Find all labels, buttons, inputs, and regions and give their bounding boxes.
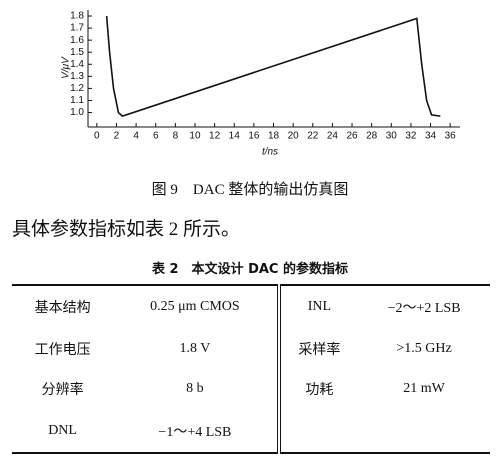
table-cell: 基本结构: [34, 301, 91, 316]
chart: t/ns V/μV 1.01.11.21.31.41.51.61.71.80 2 4…: [61, 10, 460, 158]
parameter-table: 基本结构 0.25 μm CMOS INL −2～+2 LSB 工作电压 1.8 V 采样率…: [12, 284, 490, 454]
empty-cell: [279, 410, 490, 453]
x-tick-label: 30: [386, 131, 398, 142]
table-row: DNL −1～+4 LSB: [12, 409, 490, 453]
table-cell: INL: [307, 299, 332, 314]
line: [105, 15, 441, 118]
x-tick-label: 4: [133, 131, 139, 142]
x-tick-label: 10: [189, 131, 201, 142]
y-tick-label: 1.2: [70, 83, 84, 94]
y-axis-label: V/μV: [61, 56, 72, 79]
table-row: 分辨率 8 b 功耗 21 mW: [12, 368, 490, 410]
table-title: 表 2 本文设计 DAC 的参数指标: [151, 262, 349, 277]
x-tick-label: 2: [114, 131, 120, 142]
table-cell: 功耗: [305, 383, 334, 399]
table-cell: 8 b: [113, 368, 281, 410]
x-tick-label: 34: [425, 131, 437, 142]
table-row: 工作电压 1.8 V 采样率 >1.5 GHz: [12, 328, 490, 369]
y-tick-label: 1.1: [70, 95, 84, 106]
y-tick-label: 1.8: [70, 11, 84, 22]
x-tick-label: 14: [229, 131, 241, 142]
x-tick-label: 0: [94, 131, 100, 142]
table-cell: 0.25 μm CMOS: [113, 285, 281, 329]
table-cell: 21 mW: [403, 381, 445, 397]
x-axis-label: t/ns: [262, 147, 278, 158]
y-tick-label: 1.6: [70, 35, 84, 46]
table-cell: 采样率: [298, 342, 341, 358]
table-cell: 工作电压: [34, 342, 91, 358]
x-tick-label: 32: [405, 131, 417, 142]
x-tick-label: 8: [173, 131, 179, 142]
x-tick-label: 18: [268, 131, 280, 142]
y-tick-label: 1.7: [70, 23, 84, 34]
table-cell: 分辨率: [41, 383, 84, 399]
x-tick-label: 24: [327, 131, 339, 142]
x-tick-label: 12: [209, 131, 221, 142]
y-tick-label: 1.4: [70, 59, 84, 70]
x-tick-label: 22: [307, 131, 319, 142]
table-cell: 1.8 V: [113, 328, 281, 369]
x-tick-label: 6: [153, 131, 159, 142]
x-tick-label: 36: [445, 131, 457, 142]
x-tick-label: 26: [346, 131, 358, 142]
x-tick-label: 16: [248, 131, 260, 142]
paragraph: 具体参数指标如表 2 所示。: [12, 219, 241, 240]
x-tick-label: 28: [366, 131, 378, 142]
table-cell: −1～+4 LSB: [113, 409, 281, 453]
table-cell: −2～+2 LSB: [387, 301, 461, 316]
table-cell: >1.5 GHz: [396, 340, 452, 356]
y-tick-label: 1.3: [70, 71, 84, 82]
figure-caption: 图 9 DAC 整体的输出仿真图: [151, 182, 349, 198]
table-cell: DNL: [48, 422, 77, 438]
y-tick-label: 1.0: [70, 107, 84, 118]
x-tick-label: 20: [288, 131, 300, 142]
y-tick-label: 1.5: [70, 47, 84, 58]
table-row: 基本结构 0.25 μm CMOS INL −2～+2 LSB: [12, 285, 490, 329]
